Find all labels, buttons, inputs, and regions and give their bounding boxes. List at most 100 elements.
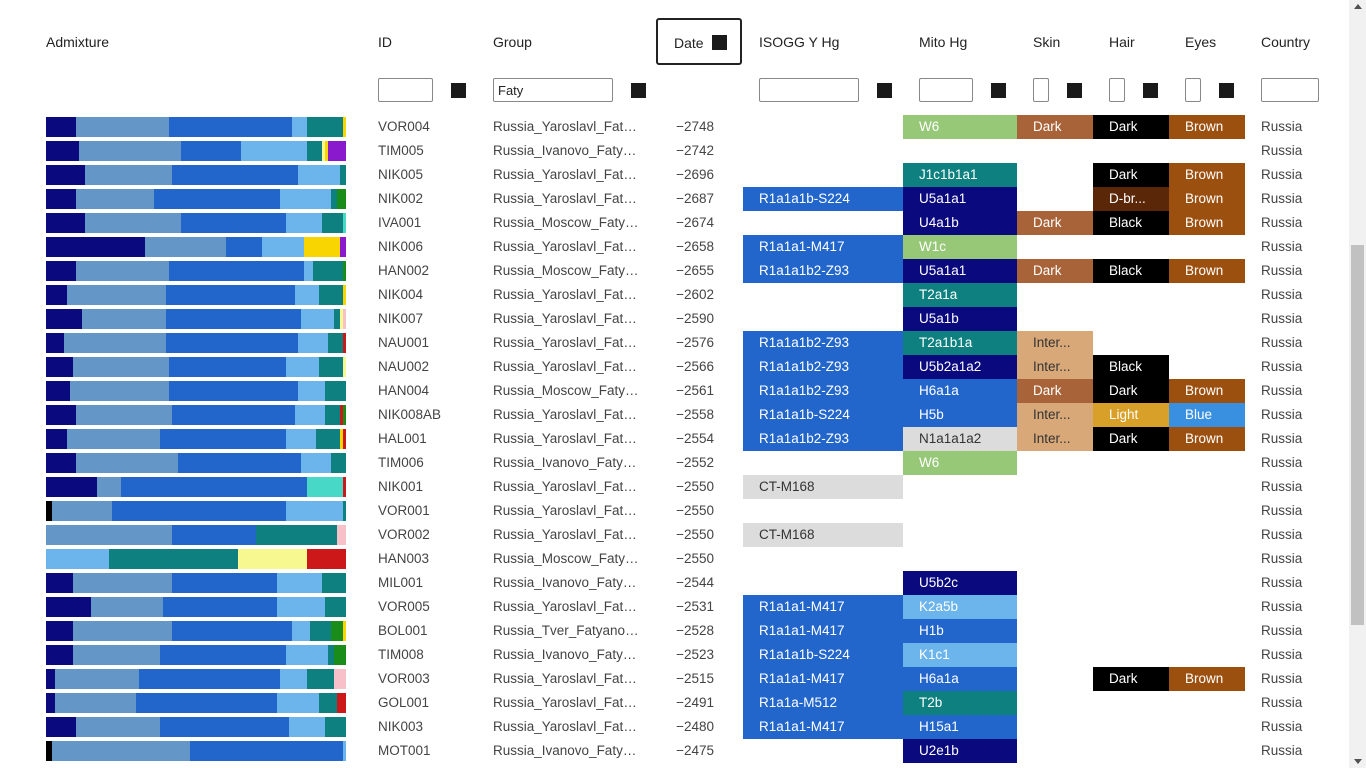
table-row[interactable]: VOR002 Russia_Yaroslavl_Fatya... −2550 Russ… xyxy=(0,523,1366,547)
date-value: −2515 xyxy=(676,671,714,686)
table-row[interactable]: GOL001 Russia_Yaroslavl_Fatya... −2491 Russ… xyxy=(0,691,1366,715)
header-country[interactable]: Country xyxy=(1261,34,1311,50)
hair-filter-input[interactable] xyxy=(1109,78,1125,102)
admixture-segment xyxy=(241,141,307,161)
vertical-scrollbar[interactable] xyxy=(1349,0,1366,768)
table-row[interactable]: NIK004 Russia_Yaroslavl_Fatya... −2602 Russ… xyxy=(0,283,1366,307)
admixture-segment xyxy=(343,501,346,521)
id-filter-input[interactable] xyxy=(378,78,433,102)
admixture-segment xyxy=(277,597,325,617)
admixture-bar xyxy=(46,309,346,329)
table-row[interactable]: HAN002 Russia_Moscow_Fatya... −2655 Russia R… xyxy=(0,259,1366,283)
table-row[interactable]: VOR001 Russia_Yaroslavl_Fatya... −2550 Russ… xyxy=(0,499,1366,523)
admixture-segment xyxy=(337,693,346,713)
header-isogg-y-hg[interactable]: ISOGG Y Hg xyxy=(759,34,840,50)
group-sort-icon[interactable] xyxy=(631,83,646,98)
eyes-value: Brown xyxy=(1169,115,1245,139)
table-row[interactable]: TIM005 Russia_Ivanovo_Fatya... −2742 Russia xyxy=(0,139,1366,163)
hair-sort-icon[interactable] xyxy=(1143,83,1158,98)
admixture-segment xyxy=(181,141,241,161)
admixture-bar xyxy=(46,645,346,665)
eyes-sort-icon[interactable] xyxy=(1219,83,1234,98)
admixture-segment xyxy=(121,477,307,497)
admixture-segment xyxy=(343,285,346,305)
table-row[interactable]: NIK005 Russia_Yaroslavl_Fatya... −2696 Russ… xyxy=(0,163,1366,187)
y-hg-sort-icon[interactable] xyxy=(877,83,892,98)
eyes-filter-input[interactable] xyxy=(1185,78,1201,102)
group-name: Russia_Yaroslavl_Fatya... xyxy=(493,431,641,446)
table-row[interactable]: VOR004 Russia_Yaroslavl_Fatya... −2748 Russ… xyxy=(0,115,1366,139)
admixture-segment xyxy=(325,597,346,617)
sort-icon[interactable] xyxy=(712,35,727,50)
admixture-segment xyxy=(301,453,331,473)
table-row[interactable]: NIK008AB Russia_Yaroslavl_Fatya... −2558 Ru… xyxy=(0,403,1366,427)
scroll-up-arrow-icon[interactable] xyxy=(1354,4,1362,9)
group-name: Russia_Yaroslavl_Fatya... xyxy=(493,479,641,494)
mito-haplogroup: N1a1a1a2 xyxy=(903,427,1017,451)
admixture-segment xyxy=(79,141,181,161)
admixture-segment xyxy=(46,381,70,401)
table-row[interactable]: NAU002 Russia_Yaroslavl_Fatya... −2566 Russ… xyxy=(0,355,1366,379)
admixture-segment xyxy=(70,381,169,401)
table-row[interactable]: NAU001 Russia_Yaroslavl_Fatya... −2576 Russ… xyxy=(0,331,1366,355)
admixture-segment xyxy=(307,669,334,689)
sample-id: VOR005 xyxy=(378,599,430,614)
table-row[interactable]: TIM008 Russia_Ivanovo_Fatya... −2523 Russia… xyxy=(0,643,1366,667)
table-row[interactable]: HAL001 Russia_Yaroslavl_Fatya... −2554 Russ… xyxy=(0,427,1366,451)
date-value: −2531 xyxy=(676,599,714,614)
table-row[interactable]: VOR003 Russia_Yaroslavl_Fatya... −2515 Russ… xyxy=(0,667,1366,691)
date-value: −2658 xyxy=(676,239,714,254)
admixture-segment xyxy=(340,165,346,185)
table-row[interactable]: BOL001 Russia_Tver_Fatyanov... −2528 Russia… xyxy=(0,619,1366,643)
date-value: −2561 xyxy=(676,383,714,398)
group-filter-input[interactable] xyxy=(493,78,613,102)
table-row[interactable]: TIM006 Russia_Ivanovo_Fatya... −2552 Russia… xyxy=(0,451,1366,475)
admixture-segment xyxy=(298,333,328,353)
scrollbar-thumb[interactable] xyxy=(1351,245,1364,625)
sample-id: TIM005 xyxy=(378,143,424,158)
admixture-segment xyxy=(46,429,67,449)
header-mito-hg[interactable]: Mito Hg xyxy=(919,34,968,50)
mito-haplogroup: H15a1 xyxy=(903,715,1017,739)
skin-filter-input[interactable] xyxy=(1033,78,1049,102)
admixture-segment xyxy=(76,453,178,473)
y-hg-filter-input[interactable] xyxy=(759,78,859,102)
table-row[interactable]: MIL001 Russia_Ivanovo_Fatya... −2544 Russia… xyxy=(0,571,1366,595)
group-name: Russia_Yaroslavl_Fatya... xyxy=(493,119,641,134)
group-name: Russia_Tver_Fatyanov... xyxy=(493,623,641,638)
header-date-sort-button[interactable]: Date xyxy=(656,18,742,65)
header-skin[interactable]: Skin xyxy=(1033,34,1061,50)
table-row[interactable]: HAN003 Russia_Moscow_Fatya... −2550 Russia xyxy=(0,547,1366,571)
header-hair[interactable]: Hair xyxy=(1109,34,1135,50)
table-row[interactable]: NIK006 Russia_Yaroslavl_Fatya... −2658 Russ… xyxy=(0,235,1366,259)
admixture-bar xyxy=(46,381,346,401)
admixture-segment xyxy=(343,213,346,233)
table-row[interactable]: IVA001 Russia_Moscow_Fatya... −2674 Russia U… xyxy=(0,211,1366,235)
header-group[interactable]: Group xyxy=(493,34,532,50)
table-row[interactable]: VOR005 Russia_Yaroslavl_Fatya... −2531 Russ… xyxy=(0,595,1366,619)
admixture-segment xyxy=(343,261,346,281)
table-row[interactable]: NIK001 Russia_Yaroslavl_Fatya... −2550 Russ… xyxy=(0,475,1366,499)
id-sort-icon[interactable] xyxy=(451,83,466,98)
header-id[interactable]: ID xyxy=(378,34,392,50)
admixture-bar xyxy=(46,261,346,281)
country-filter-input[interactable] xyxy=(1261,78,1319,102)
date-value: −2552 xyxy=(676,455,714,470)
admixture-segment xyxy=(262,237,304,257)
y-haplogroup: R1a1a1-M417 xyxy=(743,667,903,691)
header-eyes[interactable]: Eyes xyxy=(1185,34,1217,50)
admixture-segment xyxy=(304,261,313,281)
table-row[interactable]: NIK007 Russia_Yaroslavl_Fatya... −2590 Russ… xyxy=(0,307,1366,331)
table-row[interactable]: NIK002 Russia_Yaroslavl_Fatya... −2687 Russ… xyxy=(0,187,1366,211)
admixture-segment xyxy=(46,693,55,713)
table-row[interactable]: NIK003 Russia_Yaroslavl_Fatya... −2480 Russ… xyxy=(0,715,1366,739)
admixture-segment xyxy=(316,429,340,449)
scroll-down-arrow-icon[interactable] xyxy=(1354,759,1362,764)
mito-hg-filter-input[interactable] xyxy=(919,78,973,102)
table-row[interactable]: HAN004 Russia_Moscow_Fatya... −2561 Russia R… xyxy=(0,379,1366,403)
admixture-segment xyxy=(343,741,346,761)
table-row[interactable]: MOT001 Russia_Ivanovo_Fatya... −2475 Russia… xyxy=(0,739,1366,763)
skin-sort-icon[interactable] xyxy=(1067,83,1082,98)
mito-hg-sort-icon[interactable] xyxy=(991,83,1006,98)
mito-haplogroup: W1c xyxy=(903,235,1017,259)
